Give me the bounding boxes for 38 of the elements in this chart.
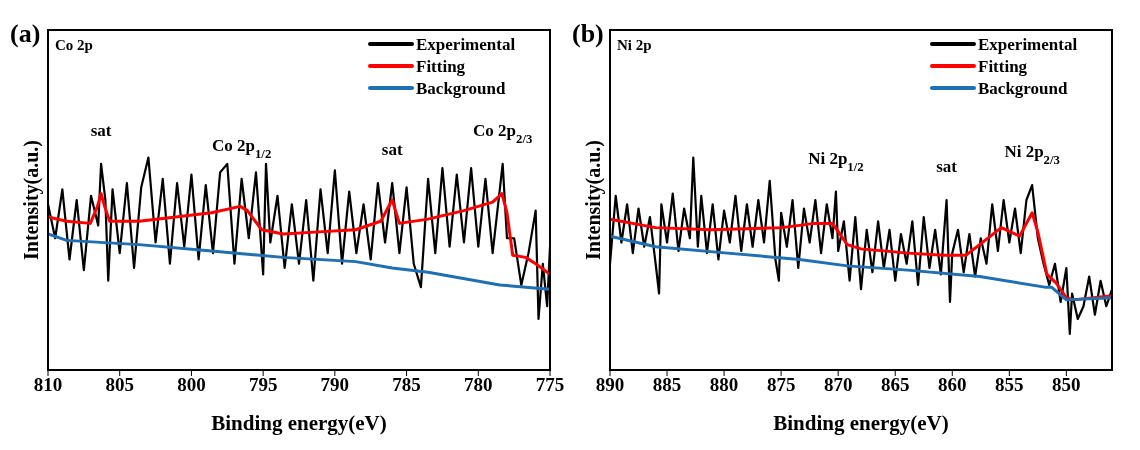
text: Co 2p [55,37,93,53]
x-tick-label: 870 [823,374,853,396]
text: Ni 2p [617,37,652,53]
annotation: Ni 2p$_{1/2}$ [808,148,864,174]
legend-label: Background [978,79,1068,98]
x-tick-label: 890 [595,374,625,396]
x-tick-label: 775 [535,374,565,396]
chart-title: (a) [10,19,41,48]
x-axis-title: Binding energy(eV) [211,411,387,435]
annotation: Co 2p$_{1/2}$ [211,135,272,161]
legend-label: Fitting [416,57,466,76]
x-tick-label: 880 [709,374,739,396]
annotation: sat [381,140,403,159]
chart-title: (b) [572,19,604,48]
legend-label: Background [416,79,506,98]
annotation: sat [90,120,112,140]
annotation: Ni 2p$_{2/3}$ [1004,142,1060,168]
x-tick-label: 875 [766,374,796,396]
legend-label: Experimental [416,35,516,54]
x-tick-label: 810 [33,374,63,396]
x-tick-label: 785 [392,374,421,396]
annotation: sat [936,157,958,176]
x-tick-label: 865 [880,374,910,396]
x-tick-label: 805 [105,374,134,396]
x-tick-label: 780 [464,374,493,396]
x-tick-label: 790 [320,374,350,396]
x-tick-label: 855 [995,374,1024,396]
x-tick-label: 795 [248,374,278,396]
y-axis-title: Intensity(a.u.) [582,139,605,261]
legend-label: Fitting [978,57,1028,76]
x-tick-label: 860 [938,374,967,396]
y-axis-title: Intensity(a.u.) [20,139,43,261]
x-tick-label: 885 [652,374,682,396]
x-axis-title: Binding energy(eV) [773,411,949,435]
legend-label: Experimental [978,35,1078,54]
x-tick-label: 850 [1052,374,1081,396]
x-tick-label: 800 [177,374,206,396]
annotation: Co 2p$_{2/3}$ [473,120,533,146]
